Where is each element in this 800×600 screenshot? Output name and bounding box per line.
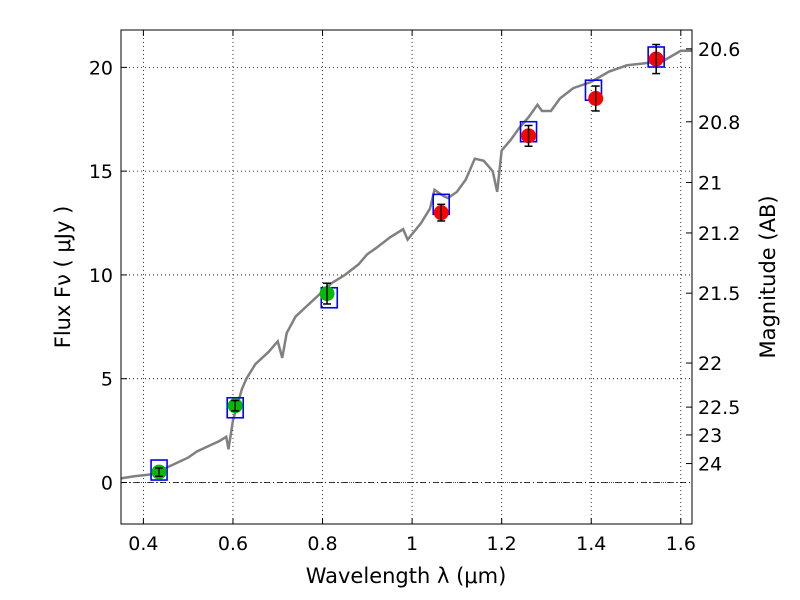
y-tick-label: 0 bbox=[101, 472, 113, 494]
plot-frame bbox=[120, 29, 693, 525]
x-tick-label: 1.6 bbox=[666, 533, 696, 555]
right-tick-label: 20.8 bbox=[698, 112, 740, 134]
x-axis-label: Wavelength λ (μm) bbox=[306, 564, 507, 588]
right-tick-label: 21.5 bbox=[698, 283, 740, 305]
x-tick-label: 1.4 bbox=[576, 533, 606, 555]
model-square bbox=[226, 396, 244, 419]
y-tick-label: 15 bbox=[89, 161, 113, 183]
y-axis-label: Flux Fν ( μJy ) bbox=[51, 206, 75, 349]
grid bbox=[121, 30, 692, 524]
y-tick-label: 20 bbox=[89, 57, 113, 79]
right-axis-label: Magnitude (AB) bbox=[756, 195, 780, 358]
right-tick-label: 21 bbox=[698, 172, 722, 194]
x-tick-label: 0.4 bbox=[128, 533, 158, 555]
spectrum-line bbox=[120, 49, 692, 480]
ticks: 0.4 0.6 0.8 1 1.2 1.4 1.6 0 5 10 15 20 20.6 20.8 21 21.… bbox=[89, 30, 740, 555]
right-tick-label: 20.6 bbox=[698, 39, 740, 61]
x-tick-label: 1.2 bbox=[487, 533, 517, 555]
right-tick-label: 22.5 bbox=[698, 397, 740, 419]
right-tick-label: 22 bbox=[698, 353, 722, 375]
x-tick-label: 0.8 bbox=[307, 533, 337, 555]
y-tick-label: 5 bbox=[101, 369, 113, 391]
right-tick-label: 21.2 bbox=[698, 223, 740, 245]
model-square bbox=[150, 459, 168, 481]
x-tick-label: 0.6 bbox=[218, 533, 248, 555]
marks bbox=[120, 43, 692, 481]
right-tick-label: 24 bbox=[698, 454, 722, 476]
y-tick-label: 10 bbox=[89, 265, 113, 287]
right-tick-label: 23 bbox=[698, 425, 722, 447]
x-tick-label: 1 bbox=[406, 533, 418, 555]
